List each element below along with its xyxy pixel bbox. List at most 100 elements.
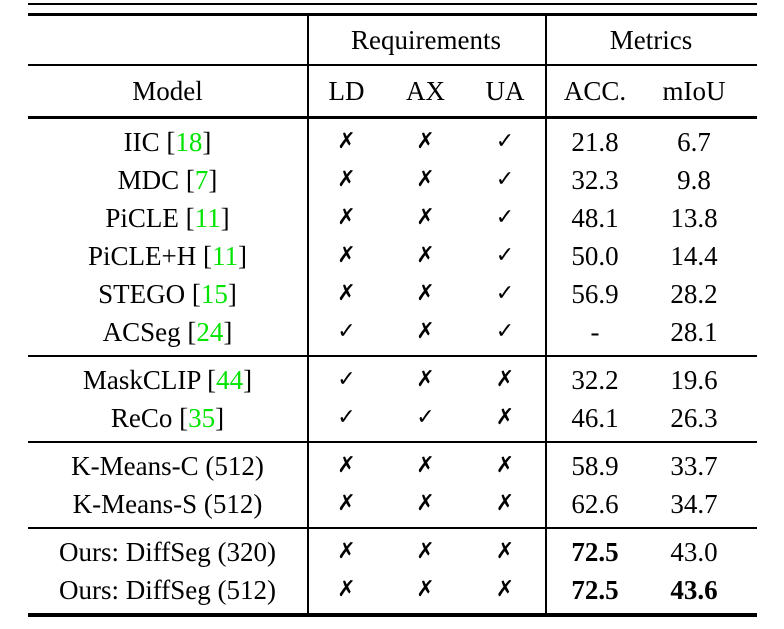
- ua-mark: ✗: [495, 453, 515, 478]
- ua-mark: ✓: [495, 319, 515, 344]
- column-separator: [545, 443, 547, 527]
- ax-mark: ✗: [416, 453, 435, 478]
- ua-mark: ✗: [495, 367, 515, 392]
- ua-mark: ✗: [495, 491, 515, 516]
- citation-number: 7: [194, 164, 209, 195]
- acc-value: 56.9: [571, 278, 619, 309]
- miou-value: 33.7: [670, 450, 718, 481]
- model-name: ReCo [: [110, 402, 189, 433]
- ax-mark: ✗: [416, 281, 435, 306]
- column-separator: [307, 119, 309, 355]
- table-row: K-Means-S (512) ✗ ✗ ✗ 62.6 34.7: [28, 485, 757, 523]
- table-row: ACSeg [24] ✓ ✗ ✓ - 28.1: [28, 313, 757, 351]
- model-suffix: ]: [243, 364, 253, 395]
- model-name: Ours: DiffSeg (320): [59, 536, 276, 567]
- acc-column-header: ACC.: [563, 75, 627, 106]
- column-separator: [307, 529, 309, 613]
- model-name: PiCLE+H [: [88, 240, 212, 271]
- model-name: PiCLE [: [105, 202, 195, 233]
- model-label: Ours: DiffSeg (512): [28, 574, 307, 605]
- ld-mark: ✗: [337, 453, 356, 478]
- table-row: MDC [7] ✗ ✗ ✓ 32.3 9.8: [28, 161, 757, 199]
- model-suffix: ]: [237, 240, 247, 271]
- column-separator: [545, 119, 547, 355]
- column-separator: [307, 357, 309, 441]
- miou-value: 6.7: [677, 126, 711, 157]
- model-label: PiCLE [11]: [28, 202, 307, 233]
- table-row: K-Means-C (512) ✗ ✗ ✗ 58.9 33.7: [28, 447, 757, 485]
- miou-value: 19.6: [670, 364, 718, 395]
- ax-mark: ✗: [416, 367, 435, 392]
- ax-mark: ✗: [416, 491, 435, 516]
- model-suffix: ]: [215, 402, 225, 433]
- top-rule-thin: [28, 3, 757, 5]
- ld-mark: ✗: [337, 243, 356, 268]
- acc-value: 50.0: [571, 240, 619, 271]
- ax-mark: ✗: [416, 205, 435, 230]
- ld-mark: ✗: [337, 167, 356, 192]
- ua-mark: ✗: [495, 405, 515, 430]
- table-row: PiCLE [11] ✗ ✗ ✓ 48.1 13.8: [28, 199, 757, 237]
- requirements-header: Requirements: [351, 24, 501, 55]
- column-separator: [545, 529, 547, 613]
- citation-number: 11: [211, 240, 238, 271]
- acc-value: 48.1: [571, 202, 619, 233]
- table-row: PiCLE+H [11] ✗ ✗ ✓ 50.0 14.4: [28, 237, 757, 275]
- miou-value: 43.0: [670, 536, 718, 567]
- model-suffix: ]: [220, 202, 230, 233]
- model-suffix: ]: [208, 164, 218, 195]
- table-row: STEGO [15] ✗ ✗ ✓ 56.9 28.2: [28, 275, 757, 313]
- header-bottom-rule: [28, 116, 757, 119]
- top-rule-thick: [28, 13, 757, 16]
- ld-column-header: LD: [328, 75, 365, 106]
- ld-mark: ✓: [337, 367, 356, 392]
- header-group-row: Requirements Metrics: [28, 16, 757, 64]
- ax-mark: ✗: [416, 539, 435, 564]
- table-group-language: MaskCLIP [44] ✓ ✗ ✗ 32.2 19.6 ReCo [35] …: [28, 357, 757, 441]
- citation-number: 44: [216, 364, 244, 395]
- model-suffix: ]: [202, 126, 212, 157]
- ax-mark: ✗: [416, 243, 435, 268]
- ax-mark: ✗: [416, 319, 435, 344]
- model-suffix: ]: [223, 316, 233, 347]
- acc-value: 32.2: [571, 364, 619, 395]
- comparison-table: Requirements Metrics Model LD AX UA ACC.…: [28, 3, 757, 617]
- ld-mark: ✗: [337, 491, 356, 516]
- column-separator: [545, 357, 547, 441]
- column-separator: [545, 16, 547, 64]
- header-divider-rule: [28, 64, 757, 66]
- ld-mark: ✗: [337, 577, 356, 602]
- model-name: K-Means-C (512): [71, 450, 264, 481]
- ax-mark: ✗: [416, 577, 435, 602]
- miou-value: 26.3: [670, 402, 718, 433]
- acc-value: 72.5: [571, 574, 619, 605]
- ua-mark: ✓: [495, 281, 515, 306]
- model-label: K-Means-S (512): [28, 488, 307, 519]
- miou-value: 28.2: [670, 278, 718, 309]
- model-label: PiCLE+H [11]: [28, 240, 307, 271]
- ld-mark: ✓: [337, 319, 356, 344]
- model-name: MaskCLIP [: [82, 364, 217, 395]
- model-label: ACSeg [24]: [28, 316, 307, 347]
- acc-value: 72.5: [571, 536, 619, 567]
- acc-value: 58.9: [571, 450, 619, 481]
- model-name: Ours: DiffSeg (512): [59, 574, 276, 605]
- column-separator: [545, 66, 547, 116]
- miou-value: 28.1: [670, 316, 718, 347]
- column-separator: [307, 16, 309, 64]
- ld-mark: ✗: [337, 129, 356, 154]
- model-label: IIC [18]: [28, 126, 307, 157]
- ua-column-header: UA: [485, 75, 525, 106]
- section-rule: [28, 355, 757, 357]
- metrics-header: Metrics: [609, 24, 693, 55]
- miou-value: 9.8: [677, 164, 711, 195]
- model-name: K-Means-S (512): [72, 488, 263, 519]
- miou-value: 43.6: [670, 574, 718, 605]
- model-name: ACSeg [: [102, 316, 197, 347]
- model-column-header: Model: [132, 75, 203, 106]
- ld-mark: ✗: [337, 539, 356, 564]
- citation-number: 35: [188, 402, 216, 433]
- ax-column-header: AX: [406, 75, 445, 106]
- model-label: STEGO [15]: [28, 280, 307, 308]
